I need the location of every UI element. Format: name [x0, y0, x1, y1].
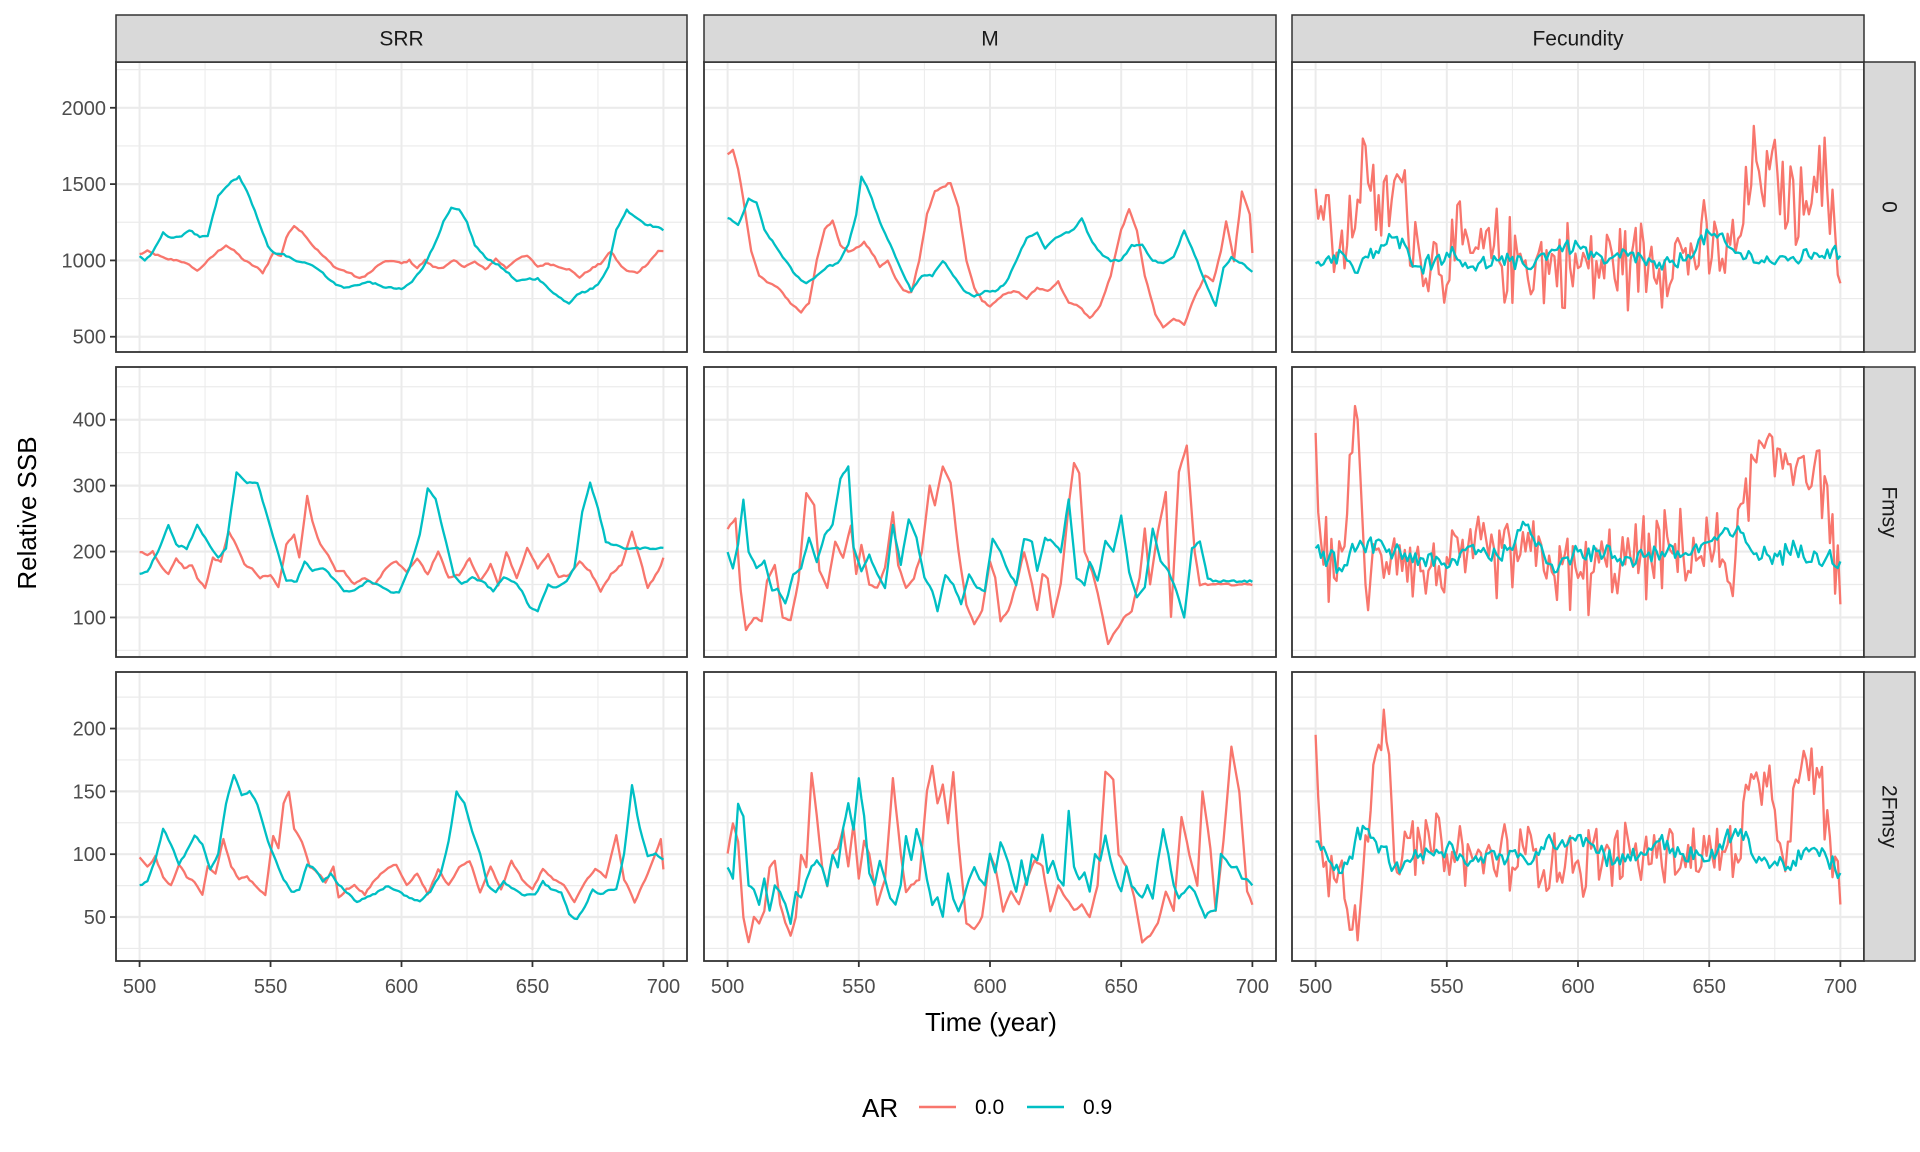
x-tick-label: 600 [973, 976, 1006, 998]
y-tick-label: 400 [73, 410, 106, 432]
panel-fmsy-srr [115, 366, 688, 658]
series-line-ar-0.0 [139, 224, 664, 280]
y-tick-label: 50 [84, 907, 106, 929]
y-tick-label: 1000 [62, 250, 107, 272]
gridlines [1292, 62, 1864, 352]
x-tick-label: 700 [647, 976, 680, 998]
series-line-ar-0.9 [139, 471, 664, 613]
panel-0-m [703, 61, 1277, 353]
y-tick-label: 200 [73, 542, 106, 564]
legend-title: AR [862, 1093, 898, 1123]
series-line-ar-0.9 [1314, 228, 1842, 275]
y-axis-title: Relative SSB [12, 436, 42, 589]
y-tick-label: 2000 [62, 98, 107, 120]
y-tick-label: 100 [73, 844, 106, 866]
series-line-ar-0.9 [139, 773, 665, 921]
y-tick-label: 100 [73, 607, 106, 629]
x-tick-label: 600 [385, 976, 418, 998]
column-strip-fecundity: Fecundity [1291, 14, 1865, 63]
row-strip-fmsy: Fmsy [1863, 366, 1916, 658]
x-tick-label: 650 [516, 976, 549, 998]
column-strip-srr: SRR [115, 14, 688, 63]
gridlines [704, 62, 1276, 352]
x-tick-label: 500 [711, 976, 744, 998]
series-line-ar-0.9 [1315, 824, 1842, 880]
legend-label-ar-0.9: 0.9 [1083, 1096, 1112, 1119]
column-strip-label: M [981, 28, 999, 51]
series-line-ar-0.0 [1314, 404, 1842, 617]
row-strip-0: 0 [1863, 61, 1916, 353]
series-line-ar-0.9 [726, 465, 1253, 619]
legend-label-ar-0.0: 0.0 [975, 1096, 1004, 1119]
x-tick-label: 650 [1105, 976, 1138, 998]
y-tick-label: 300 [73, 476, 106, 498]
panel-fmsy-m [703, 366, 1277, 658]
row-strip-label: 2Fmsy [1878, 785, 1901, 849]
panel-0-fecundity [1291, 61, 1865, 353]
row-strip-label: Fmsy [1878, 486, 1901, 538]
series-line-ar-0.0 [1314, 124, 1842, 312]
column-strip-label: Fecundity [1532, 28, 1624, 51]
series-line-ar-0.9 [138, 175, 665, 305]
y-tick-label: 200 [73, 719, 106, 741]
series-line-ar-0.9 [726, 777, 1254, 925]
x-tick-label: 650 [1693, 976, 1726, 998]
panel-2fmsy-m [703, 671, 1277, 962]
column-strip-m: M [703, 14, 1277, 63]
column-strip-label: SRR [379, 28, 423, 51]
x-tick-label: 600 [1561, 976, 1594, 998]
x-tick-label: 700 [1824, 976, 1857, 998]
x-tick-label: 550 [842, 976, 875, 998]
panel-2fmsy-srr [115, 671, 688, 962]
y-tick-label: 500 [73, 327, 106, 349]
panel-border [703, 366, 1277, 658]
series-line-ar-0.0 [138, 790, 665, 904]
series-line-ar-0.9 [727, 175, 1254, 307]
gridlines [116, 367, 687, 657]
row-strip-label: 0 [1878, 201, 1901, 213]
series-line-ar-0.9 [1314, 520, 1842, 574]
x-axis-title: Time (year) [925, 1007, 1057, 1037]
y-tick-label: 150 [73, 781, 106, 803]
panel-0-srr [115, 61, 688, 353]
x-tick-label: 500 [123, 976, 156, 998]
gridlines [116, 672, 687, 961]
series-line-ar-0.0 [1314, 708, 1842, 942]
gridlines [704, 672, 1276, 961]
x-tick-label: 700 [1236, 976, 1269, 998]
row-strip-2fmsy: 2Fmsy [1863, 671, 1916, 962]
x-tick-label: 500 [1299, 976, 1332, 998]
gridlines [116, 62, 687, 352]
series-line-ar-0.0 [726, 148, 1254, 329]
panel-border [115, 366, 688, 658]
legend: AR 0.0 0.9 [862, 1093, 1112, 1123]
panel-2fmsy-fecundity [1291, 671, 1865, 962]
x-tick-label: 550 [254, 976, 287, 998]
x-tick-label: 550 [1430, 976, 1463, 998]
panel-fmsy-fecundity [1291, 366, 1865, 658]
y-tick-label: 1500 [62, 174, 107, 196]
